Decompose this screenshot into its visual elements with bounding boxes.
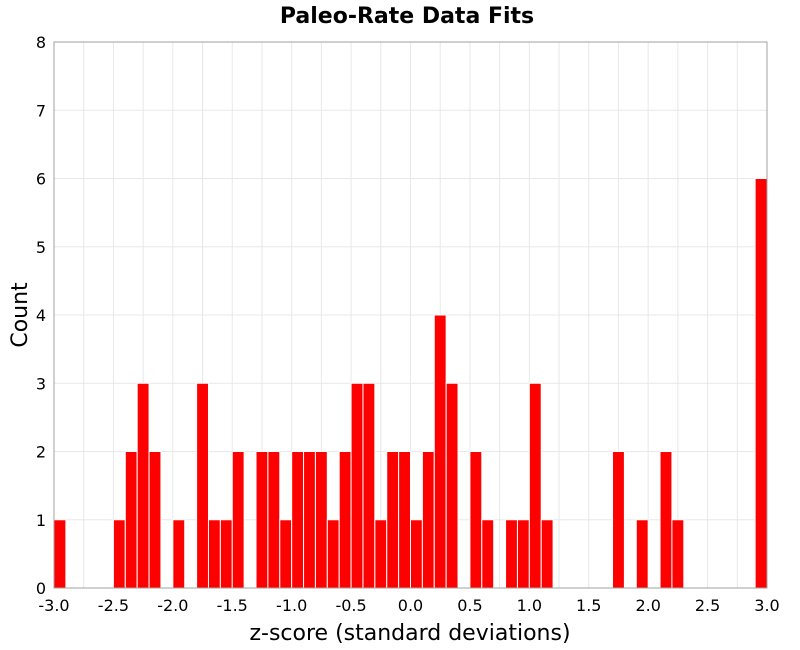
- histogram-bar: [635, 519, 649, 589]
- histogram-bar: [410, 519, 423, 589]
- x-tick-label: 3.0: [754, 596, 779, 615]
- histogram-bar: [386, 451, 400, 589]
- histogram-bar: [231, 451, 245, 589]
- histogram-bar: [112, 519, 126, 589]
- y-tick-labels: 0 1 2 3 4 5 6 7 8: [36, 33, 46, 598]
- histogram-bar: [148, 451, 162, 589]
- y-tick-label: 1: [36, 511, 46, 530]
- histogram-bar: [398, 451, 412, 589]
- histogram-bar: [291, 451, 305, 589]
- histogram-bar: [219, 519, 233, 589]
- histogram-bar: [421, 451, 435, 589]
- x-tick-labels: -3.0 -2.5 -2.0 -1.5 -1.0 -0.5 0.0 0.5 1.0 1.5 2.0 2…: [38, 596, 779, 615]
- histogram-bar: [671, 519, 685, 589]
- x-tick-label: -1.0: [276, 596, 307, 615]
- histogram-bar: [445, 382, 459, 589]
- histogram-bar: [374, 519, 388, 589]
- y-tick-label: 2: [36, 443, 46, 462]
- histogram-bar: [326, 519, 340, 589]
- y-tick-label: 8: [36, 33, 46, 52]
- chart-title: Paleo-Rate Data Fits: [280, 4, 534, 29]
- histogram-bar: [53, 519, 67, 589]
- y-tick-label: 7: [36, 101, 46, 120]
- histogram-bar: [659, 451, 673, 589]
- x-tick-label: 0.5: [457, 596, 482, 615]
- x-tick-label: -2.5: [98, 596, 129, 615]
- histogram-bar: [612, 451, 625, 589]
- histogram-bar: [481, 519, 495, 589]
- histogram-bar: [338, 451, 352, 589]
- histogram-bar: [540, 519, 554, 589]
- histogram-bar: [754, 178, 768, 589]
- x-tick-label: -3.0: [38, 596, 69, 615]
- histogram-bar: [172, 519, 186, 589]
- y-tick-label: 4: [36, 306, 46, 325]
- x-tick-label: 0.0: [398, 596, 423, 615]
- histogram-bar: [255, 451, 269, 589]
- histogram-bar: [314, 451, 328, 589]
- histogram-bar: [124, 451, 138, 589]
- histogram-bar: [433, 314, 447, 589]
- y-tick-label: 5: [36, 238, 46, 257]
- x-tick-label: -0.5: [335, 596, 366, 615]
- x-tick-label: 2.0: [635, 596, 660, 615]
- histogram-bar: [136, 382, 150, 589]
- x-tick-label: 2.5: [695, 596, 720, 615]
- bars-group: [53, 178, 768, 589]
- histogram-bar: [279, 519, 293, 589]
- histogram-bar: [528, 382, 542, 589]
- histogram-bar: [516, 519, 530, 589]
- x-axis-label: z-score (standard deviations): [249, 621, 570, 646]
- histogram-bar: [362, 382, 376, 589]
- y-axis-label: Count: [8, 282, 33, 348]
- histogram-bar: [207, 519, 221, 589]
- histogram-bar: [267, 451, 281, 589]
- y-tick-label: 6: [36, 170, 46, 189]
- plot-area: [53, 41, 768, 589]
- x-tick-label: 1.0: [517, 596, 542, 615]
- y-tick-label: 3: [36, 374, 46, 393]
- histogram-bar: [505, 519, 518, 589]
- histogram-bar: [350, 382, 364, 589]
- x-tick-label: -2.0: [157, 596, 188, 615]
- histogram-bar: [469, 451, 483, 589]
- histogram-bar: [303, 451, 316, 589]
- x-tick-label: 1.5: [576, 596, 601, 615]
- y-tick-label: 0: [36, 579, 46, 598]
- histogram-bar: [196, 382, 209, 589]
- x-tick-label: -1.5: [217, 596, 248, 615]
